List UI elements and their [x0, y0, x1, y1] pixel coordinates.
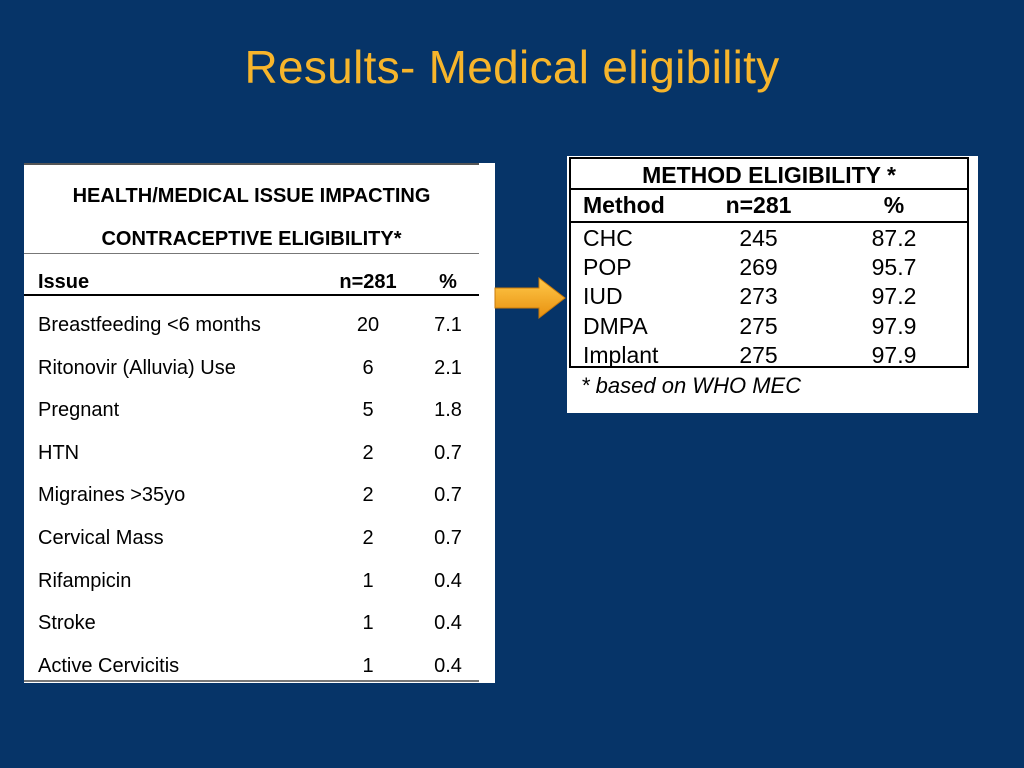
method-table-frame: METHOD ELIGIBILITY * Method n=281 % CHC …: [569, 157, 969, 368]
issue-cell: Ritonovir (Alluvia) Use: [38, 357, 236, 379]
table-row: Rifampicin 1 0.4: [24, 570, 495, 600]
title-divider: [24, 253, 479, 254]
table-row: IUD 273 97.2: [571, 283, 967, 313]
count-cell: 1: [362, 570, 374, 592]
count-cell: 269: [739, 254, 778, 280]
method-cell: POP: [583, 254, 632, 280]
count-cell: 2: [362, 442, 374, 464]
table-top-rule: [24, 163, 479, 165]
table-row: DMPA 275 97.9: [571, 313, 967, 343]
column-header-method: Method: [583, 192, 665, 218]
issue-cell: Stroke: [38, 612, 96, 634]
table-row: POP 269 95.7: [571, 254, 967, 284]
percent-cell: 97.9: [871, 342, 917, 368]
count-cell: 275: [739, 313, 778, 339]
table-row: Ritonovir (Alluvia) Use 6 2.1: [24, 357, 495, 387]
percent-cell: 87.2: [871, 225, 917, 251]
method-cell: CHC: [583, 225, 633, 251]
column-header-pct: %: [883, 192, 905, 218]
percent-cell: 97.2: [871, 283, 917, 309]
method-table-footnote: * based on WHO MEC: [581, 373, 802, 398]
percent-cell: 1.8: [434, 399, 462, 421]
percent-cell: 2.1: [434, 357, 462, 379]
right-arrow-icon: [494, 276, 566, 320]
table-row: Implant 275 97.9: [571, 342, 967, 372]
count-cell: 2: [362, 484, 374, 506]
table-row: Active Cervicitis 1 0.4: [24, 655, 495, 685]
count-cell: 20: [356, 314, 380, 336]
column-header-n: n=281: [725, 192, 792, 218]
table-row: HTN 2 0.7: [24, 442, 495, 472]
slide-title: Results- Medical eligibility: [244, 41, 780, 93]
table-row: Breastfeeding <6 months 20 7.1: [24, 314, 495, 344]
percent-cell: 7.1: [434, 314, 462, 336]
issue-table: HEALTH/MEDICAL ISSUE IMPACTING CONTRACEP…: [24, 163, 495, 683]
percent-cell: 0.4: [434, 655, 462, 677]
count-cell: 2: [362, 527, 374, 549]
percent-cell: 0.7: [434, 527, 462, 549]
issue-table-title-line1: HEALTH/MEDICAL ISSUE IMPACTING: [72, 185, 431, 207]
count-cell: 5: [362, 399, 374, 421]
issue-cell: Breastfeeding <6 months: [38, 314, 261, 336]
table-row: Migraines >35yo 2 0.7: [24, 484, 495, 514]
percent-cell: 0.4: [434, 570, 462, 592]
percent-cell: 0.4: [434, 612, 462, 634]
issue-cell: Pregnant: [38, 399, 120, 421]
table-row: Stroke 1 0.4: [24, 612, 495, 642]
count-cell: 245: [739, 225, 778, 251]
title-divider: [571, 188, 967, 190]
column-header-pct: %: [439, 271, 457, 293]
method-table-title: METHOD ELIGIBILITY *: [642, 162, 896, 188]
count-cell: 6: [362, 357, 374, 379]
percent-cell: 97.9: [871, 313, 917, 339]
issue-cell: Rifampicin: [38, 570, 132, 592]
column-header-n: n=281: [339, 271, 397, 293]
percent-cell: 0.7: [434, 442, 462, 464]
count-cell: 273: [739, 283, 778, 309]
table-row: Pregnant 5 1.8: [24, 399, 495, 429]
header-divider: [571, 221, 967, 223]
issue-cell: Migraines >35yo: [38, 484, 186, 506]
method-cell: DMPA: [583, 313, 648, 339]
table-row: CHC 245 87.2: [571, 225, 967, 255]
issue-cell: Cervical Mass: [38, 527, 164, 549]
count-cell: 1: [362, 612, 374, 634]
table-row: Cervical Mass 2 0.7: [24, 527, 495, 557]
count-cell: 1: [362, 655, 374, 677]
method-eligibility-table: METHOD ELIGIBILITY * Method n=281 % CHC …: [567, 156, 978, 413]
header-divider: [24, 294, 479, 296]
method-cell: IUD: [583, 283, 623, 309]
method-cell: Implant: [583, 342, 659, 368]
table-bottom-rule: [24, 680, 479, 682]
issue-cell: HTN: [38, 442, 80, 464]
issue-table-title-line2: CONTRACEPTIVE ELIGIBILITY*: [101, 228, 402, 250]
column-header-issue: Issue: [38, 271, 90, 293]
count-cell: 275: [739, 342, 778, 368]
percent-cell: 95.7: [871, 254, 917, 280]
percent-cell: 0.7: [434, 484, 462, 506]
issue-cell: Active Cervicitis: [38, 655, 180, 677]
